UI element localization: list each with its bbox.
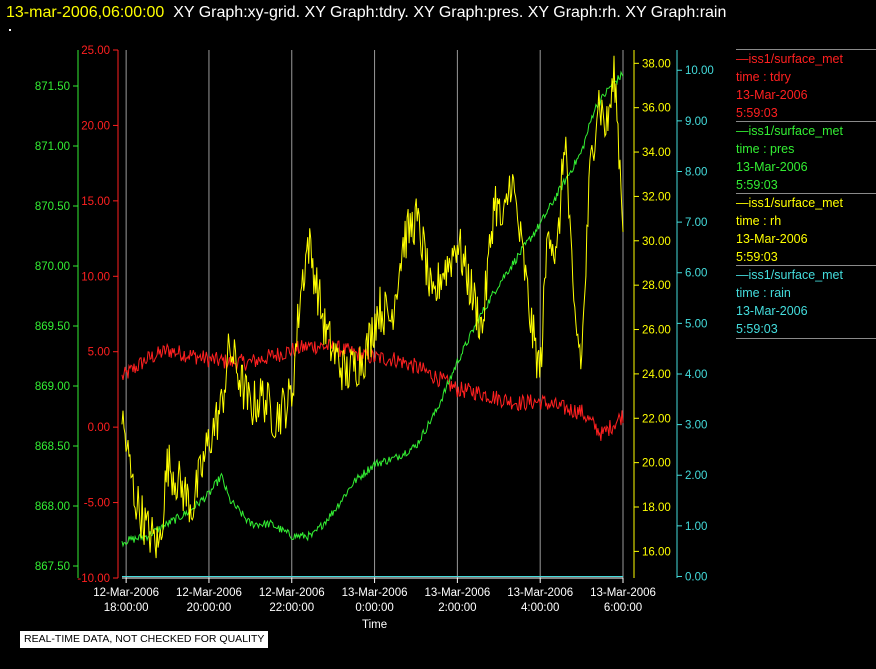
- legend-date: 13-Mar-2006: [736, 304, 808, 318]
- tdry-tick-label: -5.00: [84, 498, 110, 510]
- rain-tick-label: 3.00: [685, 420, 707, 432]
- dot-marker: [9, 29, 11, 31]
- legend-source: —iss1/surface_met: [736, 124, 843, 138]
- rh-tick-label: 16.00: [642, 546, 671, 558]
- rain-tick-label: 2.00: [685, 470, 707, 482]
- rh-tick-label: 26.00: [642, 325, 671, 337]
- legend-entry-tdry: —iss1/surface_met time : tdry 13-Mar-200…: [736, 49, 876, 122]
- x-tick-time: 20:00:00: [187, 602, 232, 614]
- tdry-tick-label: 5.00: [88, 347, 110, 359]
- x-tick-time: 2:00:00: [438, 602, 476, 614]
- pres-tick-label: 869.00: [35, 381, 70, 393]
- legend-date: 13-Mar-2006: [736, 232, 808, 246]
- legend-source: —iss1/surface_met: [736, 268, 843, 282]
- rain-tick-label: 1.00: [685, 521, 707, 533]
- rain-tick-label: 10.00: [685, 65, 714, 77]
- legend-divider: [736, 49, 876, 50]
- pres-tick-label: 868.00: [35, 501, 70, 513]
- rain-tick-label: 7.00: [685, 217, 707, 229]
- rh-tick-label: 20.00: [642, 458, 671, 470]
- rain-tick-label: 5.00: [685, 318, 707, 330]
- x-tick-date: 13-Mar-2006: [342, 587, 408, 599]
- graph-titles: XY Graph:xy-grid. XY Graph:tdry. XY Grap…: [173, 4, 727, 21]
- tdry-series-line: [121, 339, 624, 441]
- legend-entry-pres: —iss1/surface_met time : pres 13-Mar-200…: [736, 121, 876, 194]
- rh-tick-label: 28.00: [642, 280, 671, 292]
- legend-variable: time : pres: [736, 142, 795, 156]
- rh-tick-label: 18.00: [642, 502, 671, 514]
- timestamp: 13-mar-2006,06:00:00: [6, 4, 165, 21]
- legend-variable: time : rh: [736, 214, 782, 228]
- x-tick-date: 13-Mar-2006: [590, 587, 656, 599]
- x-tick-time: 0:00:00: [355, 602, 393, 614]
- tdry-tick-label: 15.00: [81, 196, 110, 208]
- x-tick-date: 12-Mar-2006: [259, 587, 325, 599]
- pres-tick-label: 869.50: [35, 321, 70, 333]
- tdry-tick-label: 25.00: [81, 45, 110, 57]
- tdry-tick-label: 10.00: [81, 271, 110, 283]
- rain-tick-label: 0.00: [685, 571, 707, 583]
- rain-tick-label: 6.00: [685, 268, 707, 280]
- tdry-tick-label: -10.00: [77, 573, 110, 585]
- legend-entry-rh: —iss1/surface_met time : rh 13-Mar-2006 …: [736, 193, 876, 266]
- rain-tick-label: 4.00: [685, 369, 707, 381]
- pres-tick-label: 870.50: [35, 201, 70, 213]
- rh-tick-label: 34.00: [642, 147, 671, 159]
- rh-tick-label: 38.00: [642, 58, 671, 70]
- rain-tick-label: 8.00: [685, 166, 707, 178]
- x-tick-time: 18:00:00: [104, 602, 149, 614]
- legend-divider: [736, 121, 876, 122]
- legend-date: 13-Mar-2006: [736, 88, 808, 102]
- pres-series-line: [121, 70, 624, 548]
- x-tick-time: 6:00:00: [604, 602, 642, 614]
- legend-time: 5:59:03: [736, 250, 778, 264]
- legend-source: —iss1/surface_met: [736, 52, 843, 66]
- tdry-tick-label: 20.00: [81, 120, 110, 132]
- x-tick-date: 13-Mar-2006: [424, 587, 490, 599]
- rh-tick-label: 30.00: [642, 236, 671, 248]
- tdry-tick-label: 0.00: [88, 422, 110, 434]
- legend-entry-rain: —iss1/surface_met time : rain 13-Mar-200…: [736, 265, 876, 339]
- legend-date: 13-Mar-2006: [736, 160, 808, 174]
- legend-divider: [736, 338, 876, 339]
- x-axis-title: Time: [362, 619, 387, 631]
- x-tick-date: 12-Mar-2006: [176, 587, 242, 599]
- x-tick-date: 13-Mar-2006: [507, 587, 573, 599]
- rain-tick-label: 9.00: [685, 116, 707, 128]
- x-tick-date: 12-Mar-2006: [93, 587, 159, 599]
- legend-divider: [736, 193, 876, 194]
- quality-notice: REAL-TIME DATA, NOT CHECKED FOR QUALITY: [20, 631, 269, 648]
- pres-tick-label: 870.00: [35, 261, 70, 273]
- legend-time: 5:59:03: [736, 322, 778, 336]
- rh-tick-label: 24.00: [642, 369, 671, 381]
- x-tick-time: 4:00:00: [521, 602, 559, 614]
- pres-tick-label: 868.50: [35, 441, 70, 453]
- rh-tick-label: 22.00: [642, 413, 671, 425]
- rh-series-line: [121, 55, 624, 559]
- legend-source: —iss1/surface_met: [736, 196, 843, 210]
- x-tick-time: 22:00:00: [269, 602, 314, 614]
- window-title-bar: 13-mar-2006,06:00:00 XY Graph:xy-grid. X…: [6, 3, 726, 23]
- rh-tick-label: 32.00: [642, 191, 671, 203]
- legend-time: 5:59:03: [736, 106, 778, 120]
- rh-tick-label: 36.00: [642, 103, 671, 115]
- legend-divider: [736, 265, 876, 266]
- legend-time: 5:59:03: [736, 178, 778, 192]
- pres-tick-label: 871.50: [35, 81, 70, 93]
- legend-variable: time : tdry: [736, 70, 791, 84]
- legend-variable: time : rain: [736, 286, 791, 300]
- pres-tick-label: 871.00: [35, 141, 70, 153]
- pres-tick-label: 867.50: [35, 561, 70, 573]
